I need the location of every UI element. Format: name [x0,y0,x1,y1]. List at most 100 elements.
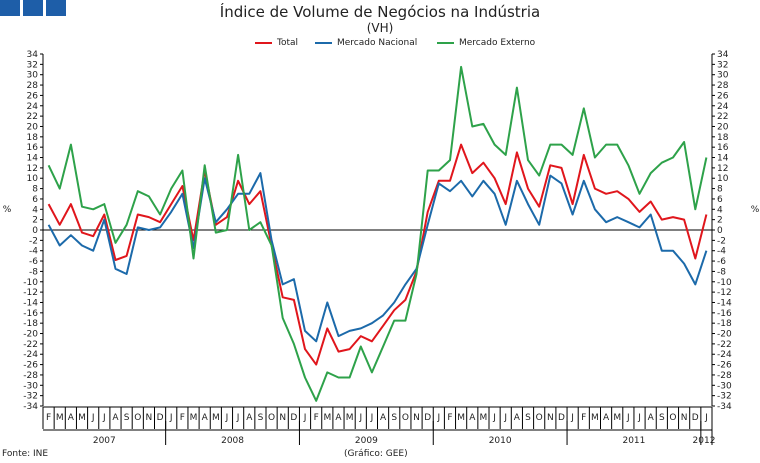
month-label: A [112,413,119,423]
month-label: F [581,413,586,423]
y-tick-label-left: 24 [27,102,39,112]
y-tick-label-left: -18 [23,319,38,329]
y-tick-label-right: 6 [717,195,723,205]
month-label: M [78,413,86,423]
y-tick-label-right: -2 [717,236,726,246]
y-tick-label-left: 32 [27,60,38,70]
y-tick-label-right: 20 [717,122,729,132]
legend-swatch-nacional [315,41,332,44]
month-label: J [102,413,106,423]
y-tick-label-left: -14 [23,298,38,308]
month-label: N [681,413,688,423]
month-label: M [457,413,465,423]
y-tick-label-right: -24 [717,350,732,360]
month-label: M [56,413,64,423]
y-tick-label-left: 4 [32,205,38,215]
month-label: J [436,413,440,423]
month-label: J [492,413,496,423]
month-label: J [704,413,708,423]
month-label: M [346,413,354,423]
y-tick-label-right: 0 [717,226,723,236]
y-tick-label-right: 14 [717,154,729,164]
month-label: F [314,413,319,423]
y-tick-label-left: -32 [23,392,38,402]
credit-note: (Gráfico: GEE) [344,449,408,459]
month-label: M [591,413,599,423]
month-label: F [180,413,185,423]
y-tick-label-left: 26 [27,91,39,101]
year-label-2011: 2011 [622,436,645,446]
month-label: A [603,413,610,423]
month-label: N [547,413,554,423]
month-label: J [91,413,95,423]
y-axis-label-right: % [751,205,760,215]
y-tick-label-left: 10 [27,174,39,184]
month-label: S [525,413,531,423]
year-label-2010: 2010 [489,436,512,446]
month-label: O [669,413,676,423]
month-label: J [236,413,240,423]
month-label: M [212,413,220,423]
legend-swatch-total [255,41,272,44]
y-tick-label-right: 30 [717,71,729,81]
month-label: A [68,413,75,423]
legend-item-nacional: Mercado Nacional [315,38,417,48]
y-tick-label-left: 12 [27,164,38,174]
y-tick-label-left: 6 [32,195,38,205]
y-tick-label-right: -14 [717,298,732,308]
y-tick-label-left: -22 [23,340,38,350]
month-label: J [358,413,362,423]
legend-item-total: Total [255,38,298,48]
y-tick-label-right: 16 [717,143,729,153]
month-label: A [202,413,209,423]
month-label: J [570,413,574,423]
month-label: S [124,413,130,423]
year-label-2007: 2007 [93,436,116,446]
y-tick-label-left: -10 [23,278,38,288]
month-label: F [46,413,51,423]
y-tick-label-right: -28 [717,371,732,381]
month-label: S [391,413,397,423]
month-label: J [503,413,507,423]
series-line-total [47,143,708,366]
y-tick-label-left: -28 [23,371,38,381]
y-tick-label-left: 28 [27,81,39,91]
month-label: S [659,413,665,423]
month-label: M [190,413,198,423]
y-tick-label-right: -10 [717,278,732,288]
y-tick-label-left: 20 [27,122,39,132]
y-tick-label-left: 34 [27,50,39,60]
y-tick-label-right: 32 [717,60,728,70]
series-line-nacional [47,172,708,343]
y-tick-label-left: -2 [29,236,38,246]
legend-label-externo: Mercado Externo [459,38,536,48]
y-tick-label-right: 26 [717,91,729,101]
y-tick-label-right: 10 [717,174,729,184]
y-tick-label-right: 24 [717,102,729,112]
y-tick-label-right: -34 [717,402,732,412]
chart-title: Índice de Volume de Negócios na Indústri… [219,3,541,21]
ine-logo [0,0,67,16]
y-tick-label-left: 30 [27,71,39,81]
month-label: N [413,413,420,423]
y-tick-label-right: -8 [717,267,726,277]
y-tick-label-right: -6 [717,257,726,267]
legend-swatch-externo [437,41,454,44]
month-label: J [637,413,641,423]
chart-legend: Total Mercado Nacional Mercado Externo [0,38,760,52]
month-label: A [335,413,342,423]
month-label: O [268,413,275,423]
y-tick-label-left: 0 [32,226,38,236]
month-label: J [303,413,307,423]
year-label-2012: 2012 [693,436,716,446]
legend-label-total: Total [277,38,299,48]
month-label: N [279,413,286,423]
month-label: D [692,413,699,423]
year-label-2008: 2008 [221,436,244,446]
y-tick-label-left: -12 [23,288,38,298]
month-label: D [157,413,164,423]
y-tick-label-left: -30 [23,381,38,391]
y-tick-label-right: 8 [717,185,723,195]
chart-subtitle: (VH) [366,21,394,35]
